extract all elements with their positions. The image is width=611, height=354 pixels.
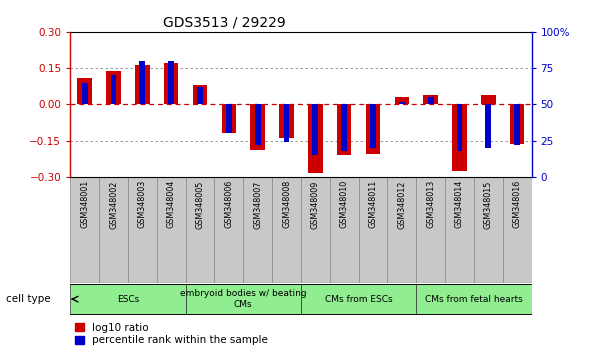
Text: GSM348014: GSM348014 bbox=[455, 180, 464, 228]
Text: cell type: cell type bbox=[6, 294, 51, 304]
Bar bbox=[193, 85, 207, 104]
Bar bbox=[456, 104, 463, 151]
Bar bbox=[370, 104, 376, 148]
FancyBboxPatch shape bbox=[157, 177, 186, 283]
FancyBboxPatch shape bbox=[70, 177, 99, 283]
FancyBboxPatch shape bbox=[387, 177, 416, 283]
Bar bbox=[452, 104, 467, 171]
FancyBboxPatch shape bbox=[416, 284, 532, 314]
Bar bbox=[308, 104, 323, 173]
Bar bbox=[395, 97, 409, 104]
FancyBboxPatch shape bbox=[445, 177, 474, 283]
FancyBboxPatch shape bbox=[128, 177, 157, 283]
Bar bbox=[139, 61, 145, 104]
Text: CMs from fetal hearts: CMs from fetal hearts bbox=[425, 295, 523, 304]
Text: GSM348009: GSM348009 bbox=[311, 180, 320, 229]
FancyBboxPatch shape bbox=[359, 177, 387, 283]
Bar bbox=[423, 95, 438, 104]
Bar bbox=[312, 104, 318, 155]
Text: GSM348005: GSM348005 bbox=[196, 180, 205, 229]
FancyBboxPatch shape bbox=[70, 284, 186, 314]
Text: GSM348003: GSM348003 bbox=[138, 180, 147, 228]
FancyBboxPatch shape bbox=[214, 177, 243, 283]
Bar bbox=[342, 104, 347, 151]
Text: GSM348008: GSM348008 bbox=[282, 180, 291, 228]
Bar bbox=[337, 104, 351, 155]
Bar bbox=[135, 64, 150, 104]
FancyBboxPatch shape bbox=[99, 177, 128, 283]
FancyBboxPatch shape bbox=[186, 177, 214, 283]
FancyBboxPatch shape bbox=[301, 177, 330, 283]
Bar bbox=[514, 104, 520, 145]
Text: GSM348004: GSM348004 bbox=[167, 180, 176, 228]
Bar bbox=[399, 102, 404, 104]
Bar bbox=[428, 97, 434, 104]
FancyBboxPatch shape bbox=[416, 177, 445, 283]
Text: CMs from ESCs: CMs from ESCs bbox=[325, 295, 392, 304]
Text: GSM348012: GSM348012 bbox=[397, 180, 406, 229]
FancyBboxPatch shape bbox=[243, 177, 272, 283]
Bar bbox=[197, 87, 203, 104]
Text: GDS3513 / 29229: GDS3513 / 29229 bbox=[163, 15, 285, 29]
Bar bbox=[366, 104, 380, 154]
Text: GSM348006: GSM348006 bbox=[224, 180, 233, 228]
Bar bbox=[222, 104, 236, 133]
Bar bbox=[510, 104, 524, 144]
FancyBboxPatch shape bbox=[272, 177, 301, 283]
Bar bbox=[251, 104, 265, 150]
FancyBboxPatch shape bbox=[186, 284, 301, 314]
FancyBboxPatch shape bbox=[301, 284, 416, 314]
Bar bbox=[82, 82, 87, 104]
Bar bbox=[168, 61, 174, 104]
Bar bbox=[111, 75, 116, 104]
Text: GSM348002: GSM348002 bbox=[109, 180, 118, 229]
Text: GSM348015: GSM348015 bbox=[484, 180, 493, 229]
Bar bbox=[78, 78, 92, 104]
Bar bbox=[486, 104, 491, 148]
Bar bbox=[255, 104, 260, 145]
Text: GSM348007: GSM348007 bbox=[253, 180, 262, 229]
FancyBboxPatch shape bbox=[330, 177, 359, 283]
Text: embryoid bodies w/ beating
CMs: embryoid bodies w/ beating CMs bbox=[180, 290, 307, 309]
Legend: log10 ratio, percentile rank within the sample: log10 ratio, percentile rank within the … bbox=[76, 322, 268, 345]
Bar bbox=[481, 95, 496, 104]
Bar bbox=[226, 104, 232, 133]
Text: GSM348016: GSM348016 bbox=[513, 180, 522, 228]
Bar bbox=[284, 104, 290, 142]
Bar bbox=[106, 70, 121, 104]
Text: GSM348001: GSM348001 bbox=[80, 180, 89, 228]
Text: GSM348013: GSM348013 bbox=[426, 180, 435, 228]
FancyBboxPatch shape bbox=[503, 177, 532, 283]
Text: GSM348010: GSM348010 bbox=[340, 180, 349, 228]
Text: ESCs: ESCs bbox=[117, 295, 139, 304]
Bar bbox=[164, 63, 178, 104]
Bar bbox=[279, 104, 294, 138]
Text: GSM348011: GSM348011 bbox=[368, 180, 378, 228]
FancyBboxPatch shape bbox=[474, 177, 503, 283]
